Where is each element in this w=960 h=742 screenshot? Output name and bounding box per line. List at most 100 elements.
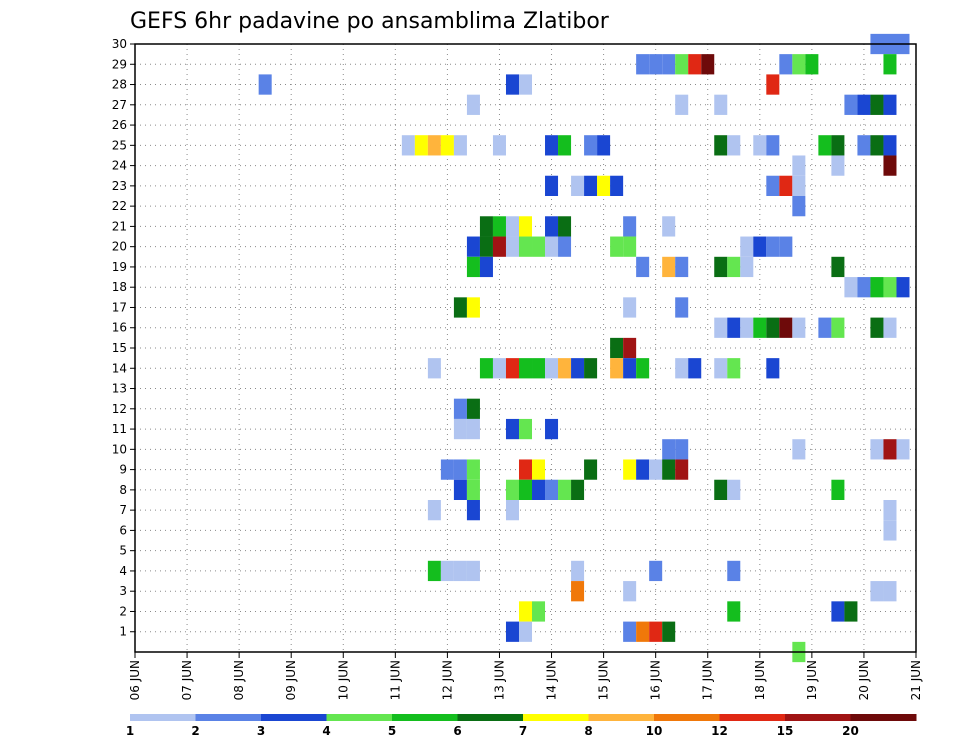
precip-cell [792, 175, 806, 196]
precip-cell [479, 256, 493, 278]
x-tick-label: 09 JUN [284, 660, 298, 700]
precip-cell [492, 135, 506, 156]
precip-cell [727, 135, 741, 156]
precip-cell [623, 581, 637, 602]
precip-cell [466, 418, 480, 440]
precip-cell [766, 236, 780, 257]
precip-cell [571, 560, 585, 582]
precip-cell [558, 216, 572, 237]
y-tick-label: 12 [112, 402, 127, 416]
y-tick-label: 19 [112, 260, 127, 274]
legend-label: 15 [777, 724, 794, 738]
precip-cell [714, 479, 728, 500]
precip-cell [401, 135, 415, 156]
precip-cell [857, 135, 871, 156]
precip-cell [727, 601, 741, 622]
legend-label: 5 [388, 724, 396, 738]
precip-cell [505, 418, 519, 440]
precip-cell [662, 54, 676, 75]
precip-cell [740, 256, 754, 278]
precip-cell [766, 135, 780, 156]
precip-cell [649, 621, 663, 642]
precip-cell [675, 54, 689, 75]
precip-cell [545, 175, 559, 196]
precip-cell [492, 236, 506, 257]
precip-cell [623, 297, 637, 318]
y-tick-label: 9 [119, 463, 127, 477]
precip-cell [831, 256, 845, 278]
precip-cell [545, 418, 559, 440]
y-tick-label: 25 [112, 138, 127, 152]
legend-swatch [195, 714, 262, 721]
precip-cell [505, 216, 519, 237]
precip-cell [675, 459, 689, 480]
legend-label: 2 [191, 724, 199, 738]
precip-cell [636, 256, 650, 278]
y-tick-label: 14 [112, 361, 127, 375]
legend-label: 1 [126, 724, 134, 738]
precip-cell [727, 358, 741, 379]
precip-cell [492, 216, 506, 237]
y-tick-label: 27 [112, 98, 127, 112]
precip-cell [584, 135, 598, 156]
precip-cell [505, 479, 519, 500]
precip-cell [558, 479, 572, 500]
precip-cell [427, 560, 441, 582]
precip-cell [688, 54, 702, 75]
precip-cell [870, 317, 884, 338]
precip-cell [453, 418, 467, 440]
y-tick-label: 3 [119, 584, 127, 598]
precip-cell [883, 500, 897, 521]
legend-label: 7 [519, 724, 527, 738]
precip-cell [532, 459, 546, 480]
precip-cell [518, 459, 533, 480]
y-tick-label: 22 [112, 199, 127, 213]
precip-cell [518, 479, 533, 500]
precip-cell [740, 236, 754, 257]
precip-cell [688, 358, 702, 379]
precip-cell [870, 277, 884, 298]
y-tick-label: 1 [119, 625, 127, 639]
precip-cell [427, 358, 441, 379]
precip-cell [831, 601, 845, 622]
precip-cell [610, 236, 624, 257]
precip-cell [701, 54, 715, 75]
legend-swatch [261, 714, 327, 721]
precip-cell [883, 277, 897, 298]
precip-cell [545, 479, 559, 500]
precip-cell [714, 135, 728, 156]
precip-cell [453, 479, 467, 500]
precip-cell [453, 560, 467, 582]
data-cells [258, 33, 910, 663]
precip-cell [857, 277, 871, 298]
precip-cell [766, 175, 780, 196]
legend-swatch [654, 714, 720, 721]
precip-cell [766, 317, 780, 338]
precip-cell [453, 398, 467, 419]
y-tick-label: 30 [112, 37, 127, 51]
precip-cell [792, 155, 806, 176]
precip-cell [414, 135, 428, 156]
precip-cell [883, 54, 897, 75]
x-tick-label: 20 JUN [857, 660, 871, 700]
precip-cell [792, 196, 806, 217]
y-tick-label: 26 [112, 118, 127, 132]
precip-cell [518, 74, 533, 95]
precip-cell [792, 439, 806, 460]
precip-cell [649, 459, 663, 480]
legend-label: 3 [257, 724, 265, 738]
legend-swatch [457, 714, 524, 721]
precip-cell [545, 216, 559, 237]
legend-label: 10 [646, 724, 663, 738]
x-tick-label: 07 JUN [180, 660, 194, 700]
precip-cell [714, 317, 728, 338]
precip-cell [623, 216, 637, 237]
precip-cell [766, 74, 780, 95]
precip-cell [532, 479, 546, 500]
precip-cell [870, 439, 884, 460]
precip-cell [258, 74, 272, 95]
precip-cell [571, 581, 585, 602]
x-tick-label: 18 JUN [753, 660, 767, 700]
precip-cell [505, 500, 519, 521]
precip-cell [466, 479, 480, 500]
